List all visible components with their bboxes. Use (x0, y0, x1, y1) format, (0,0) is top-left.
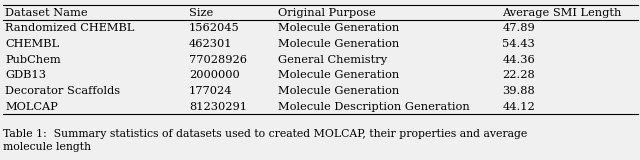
Text: 44.36: 44.36 (502, 55, 535, 65)
Text: GDB13: GDB13 (5, 70, 46, 80)
Text: 1562045: 1562045 (189, 23, 239, 33)
Text: 22.28: 22.28 (502, 70, 535, 80)
Text: Randomized CHEMBL: Randomized CHEMBL (5, 23, 134, 33)
Text: Decorator Scaffolds: Decorator Scaffolds (5, 86, 120, 96)
Text: 177024: 177024 (189, 86, 232, 96)
Text: Dataset Name: Dataset Name (5, 8, 88, 18)
Text: Molecule Generation: Molecule Generation (278, 70, 399, 80)
Text: 54.43: 54.43 (502, 39, 535, 49)
Text: Molecule Generation: Molecule Generation (278, 23, 399, 33)
Text: PubChem: PubChem (5, 55, 61, 65)
Text: General Chemistry: General Chemistry (278, 55, 388, 65)
Text: 39.88: 39.88 (502, 86, 535, 96)
Text: MOLCAP: MOLCAP (5, 102, 58, 112)
Text: CHEMBL: CHEMBL (5, 39, 60, 49)
Text: 462301: 462301 (189, 39, 232, 49)
Text: 44.12: 44.12 (502, 102, 535, 112)
Text: 47.89: 47.89 (502, 23, 535, 33)
Text: Molecule Generation: Molecule Generation (278, 39, 399, 49)
Text: 81230291: 81230291 (189, 102, 247, 112)
Text: Molecule Generation: Molecule Generation (278, 86, 399, 96)
Text: Table 1:  Summary statistics of datasets used to created MOLCAP, their propertie: Table 1: Summary statistics of datasets … (3, 129, 527, 152)
Text: Original Purpose: Original Purpose (278, 8, 376, 18)
Text: Size: Size (189, 8, 213, 18)
Text: 77028926: 77028926 (189, 55, 247, 65)
Text: Average SMI Length: Average SMI Length (502, 8, 622, 18)
Text: Molecule Description Generation: Molecule Description Generation (278, 102, 470, 112)
Text: 2000000: 2000000 (189, 70, 239, 80)
